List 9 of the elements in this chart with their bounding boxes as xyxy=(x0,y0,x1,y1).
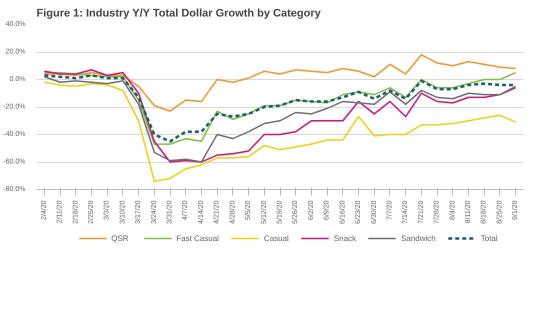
line-series xyxy=(44,82,516,182)
line-series xyxy=(44,54,516,112)
legend-label: QSR xyxy=(111,234,130,242)
legend-label: Sandwich xyxy=(401,234,436,242)
legend-label: Total xyxy=(480,234,499,242)
legend-label: Fast Casual xyxy=(176,234,219,242)
legend-label: Snack xyxy=(334,234,356,242)
legend-label: Casual xyxy=(264,234,289,242)
chart-title: Figure 1: Industry Y/Y Total Dollar Growth by Category xyxy=(36,8,322,20)
